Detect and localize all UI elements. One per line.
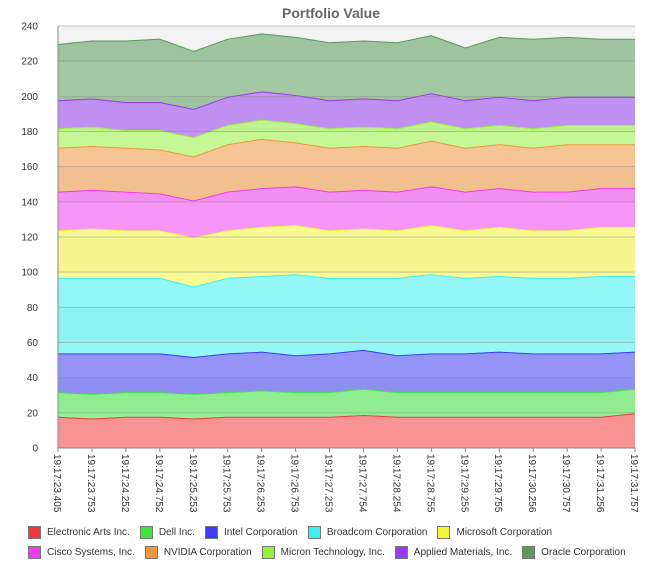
x-tick-label: 19:17:25.753: [221, 454, 232, 513]
y-tick-label: 180: [21, 127, 38, 138]
legend-label: Microsoft Corporation: [456, 526, 553, 538]
series-line: [57, 138, 635, 158]
legend-item[interactable]: Broadcom Corporation: [307, 525, 428, 539]
series-line: [57, 91, 635, 111]
legend-swatch: [261, 545, 275, 559]
y-tick-label: 140: [21, 197, 38, 208]
x-tick-label: 19:17:29.755: [492, 454, 503, 513]
y-tick-labels: 0 20 40 60 80 100 120 140 160 180 200 220 240: [21, 22, 38, 455]
x-tick-label: 19:17:26.753: [289, 454, 300, 513]
series-line: [58, 349, 636, 358]
legend-swatch: [522, 545, 536, 559]
legend-item[interactable]: Microsoft Corporation: [437, 525, 553, 539]
legend: Electronic Arts Inc. Dell Inc. Intel Corpo…: [28, 522, 653, 562]
area-series: [58, 139, 635, 201]
series-line: [57, 119, 635, 139]
y-tick-label: 100: [21, 268, 38, 279]
legend-label: NVIDIA Corporation: [163, 546, 252, 558]
x-tick-label: 19:17:23.753: [85, 454, 96, 513]
series-line: [58, 274, 635, 288]
series-line: [57, 186, 635, 202]
y-tick-label: 220: [21, 57, 38, 68]
x-tick-label: 19:17:26.253: [255, 454, 266, 513]
y-tick-label: 0: [32, 444, 38, 455]
legend-label: Cisco Systems, Inc.: [47, 546, 135, 558]
x-tick-label: 19:17:29.255: [458, 454, 469, 513]
legend-item[interactable]: Micron Technology, Inc.: [261, 545, 385, 559]
legend-label: Applied Materials, Inc.: [413, 546, 513, 558]
legend-swatch: [204, 525, 218, 539]
legend-row: Electronic Arts Inc. Dell Inc. Intel Corpo…: [28, 522, 653, 542]
y-tick-label: 240: [21, 22, 38, 33]
chart-svg: Portfolio Value 0 20 40 60 80 100 120 140 160 180…: [21, 5, 639, 513]
x-tick-label: 19:17:30.757: [560, 454, 571, 513]
series-line: [57, 33, 635, 53]
legend-item[interactable]: Applied Materials, Inc.: [394, 545, 513, 559]
area-series: [58, 120, 635, 157]
x-tick-label: 19:17:31.256: [594, 454, 605, 513]
y-tick-label: 120: [21, 233, 38, 244]
area-series: [58, 225, 635, 288]
y-tick-label: 160: [21, 162, 38, 173]
area-series: [58, 186, 635, 238]
legend-label: Broadcom Corporation: [326, 526, 428, 538]
legend-item[interactable]: Cisco Systems, Inc.: [28, 545, 135, 559]
legend-item[interactable]: Dell Inc.: [139, 525, 195, 539]
legend-label: Dell Inc.: [158, 526, 195, 538]
legend-swatch: [28, 545, 41, 559]
legend-swatch: [437, 525, 451, 539]
plot-areas: [58, 33, 635, 448]
x-tick-labels: 19:17:23.405 19:17:23.753 19:17:24.252 19:1…: [51, 454, 639, 513]
legend-label: Oracle Corporation: [541, 546, 626, 558]
legend-swatch: [139, 525, 153, 539]
legend-label: Intel Corporation: [223, 526, 298, 538]
y-tick-label: 60: [27, 338, 39, 349]
y-tick-label: 200: [21, 92, 38, 103]
x-tick-label: 19:17:27.253: [323, 454, 334, 513]
legend-item[interactable]: Oracle Corporation: [522, 545, 626, 559]
area-series: [58, 389, 635, 419]
legend-label: Electronic Arts Inc.: [47, 526, 130, 538]
y-tick-label: 80: [27, 303, 39, 314]
x-tick-label: 19:17:28.254: [390, 454, 401, 513]
area-series: [58, 33, 635, 110]
series-line: [57, 388, 636, 395]
plot-lines: [57, 33, 636, 420]
legend-swatch: [394, 545, 408, 559]
plot-axes: [57, 26, 636, 452]
legend-item[interactable]: Electronic Arts Inc.: [28, 525, 130, 539]
x-tick-label: 19:17:30.256: [526, 454, 537, 513]
legend-swatch: [144, 545, 158, 559]
x-tick-label: 19:17:28.755: [424, 454, 435, 513]
x-tick-label: 19:17:31.757: [628, 454, 639, 513]
legend-swatch: [28, 525, 41, 539]
area-series: [58, 350, 635, 395]
legend-label: Micron Technology, Inc.: [280, 546, 385, 558]
y-tick-label: 40: [27, 373, 39, 384]
x-tick-label: 19:17:23.405: [51, 454, 62, 513]
x-tick-label: 19:17:24.252: [119, 454, 130, 513]
legend-item[interactable]: NVIDIA Corporation: [144, 545, 252, 559]
legend-item[interactable]: Intel Corporation: [204, 525, 298, 539]
area-series: [58, 274, 635, 358]
area-series: [58, 413, 635, 448]
x-tick-label: 19:17:25.253: [187, 454, 198, 513]
legend-swatch: [307, 525, 321, 539]
series-line: [57, 225, 635, 239]
chart-title: Portfolio Value: [282, 5, 380, 21]
legend-row: Cisco Systems, Inc. NVIDIA Corporation Mic…: [28, 542, 653, 562]
grid-lines: [58, 25, 635, 449]
y-tick-label: 20: [27, 408, 39, 419]
series-line: [57, 413, 636, 420]
x-tick-label: 19:17:24.752: [153, 454, 164, 513]
x-tick-label: 19:17:27.754: [356, 454, 367, 513]
